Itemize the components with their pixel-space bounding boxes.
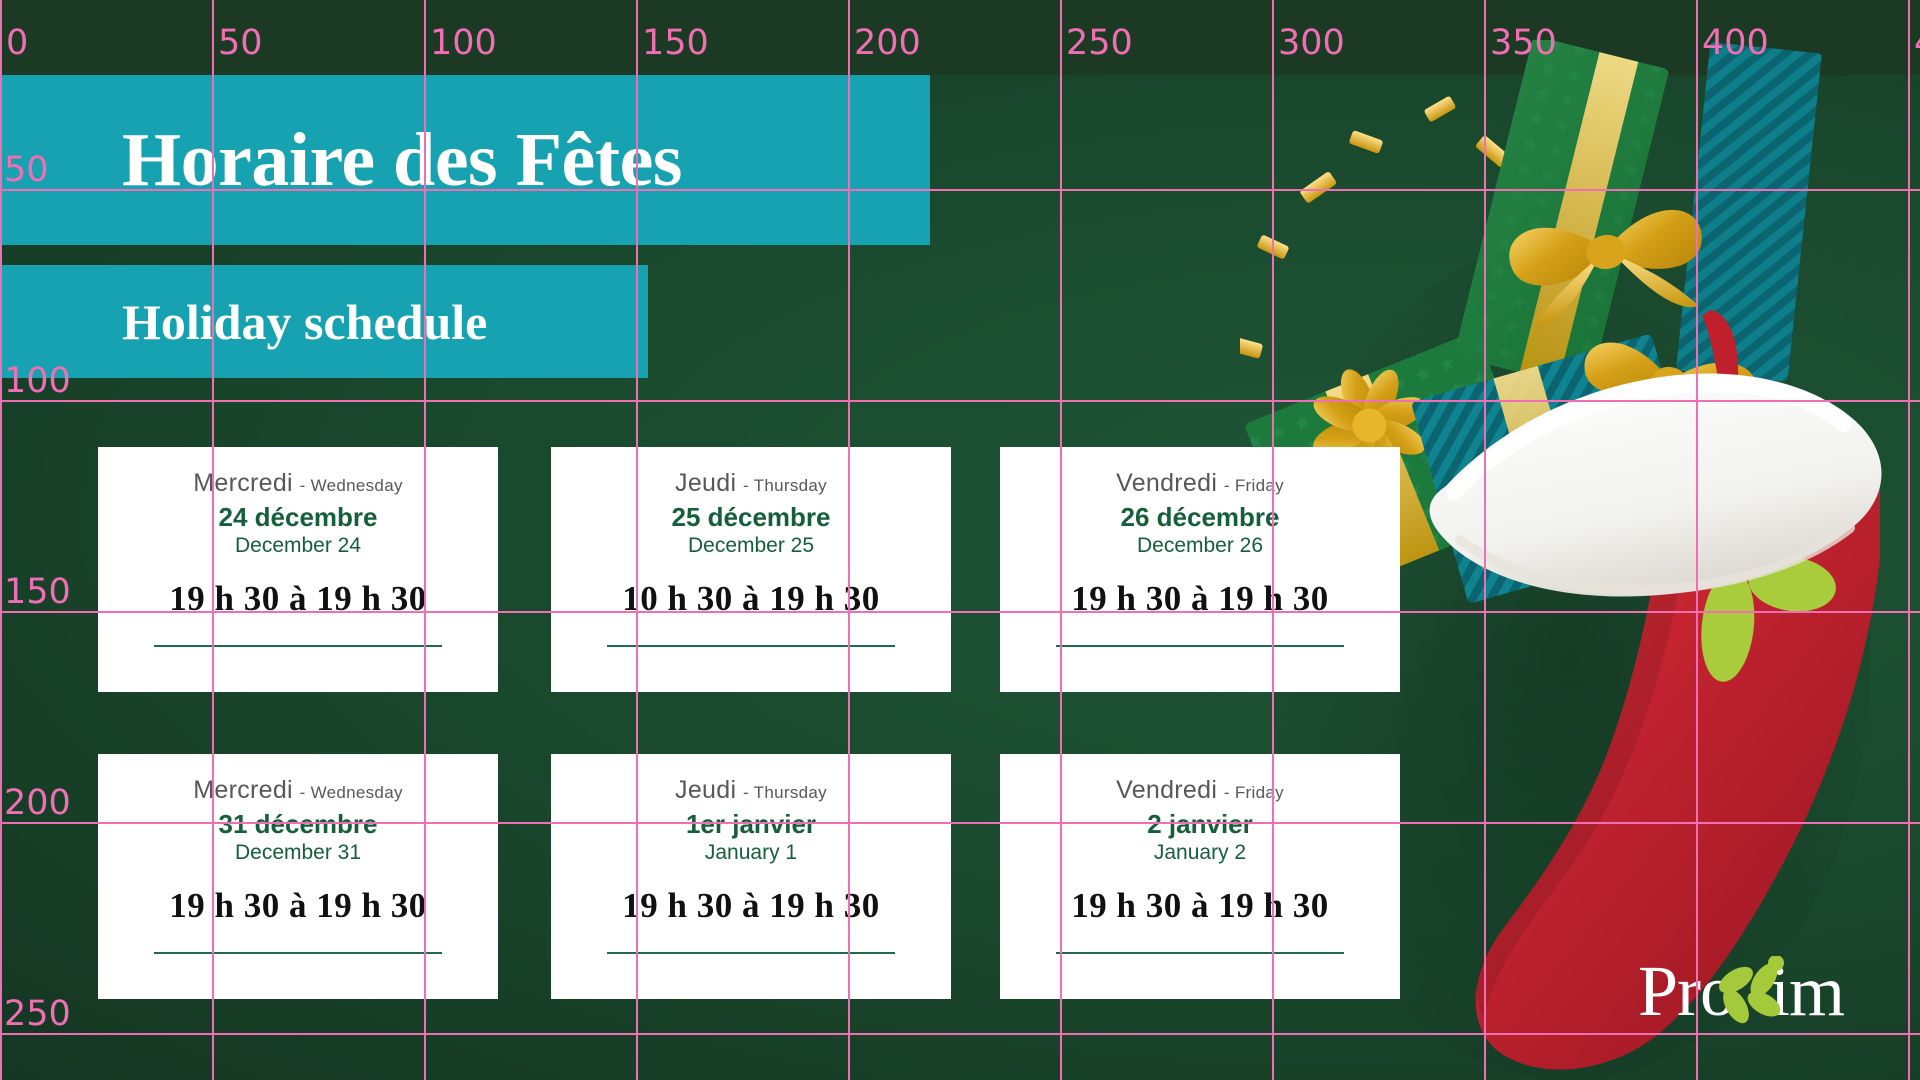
card-day-en: - Wednesday [299,783,403,802]
grid-label-x: 400 [1702,23,1769,63]
grid-label-y: 150 [4,572,71,612]
card-dayline: Vendredi - Friday [1116,776,1284,805]
card-hours: 19 h 30 à 19 h 30 [1071,886,1329,926]
card-day-en: - Wednesday [299,476,403,495]
card-hours: 19 h 30 à 19 h 30 [1071,579,1329,619]
card-divider [607,645,895,648]
page-title-en: Holiday schedule [122,293,488,350]
grid-line-vertical [1696,0,1698,1080]
card-dayline: Jeudi - Thursday [675,469,827,498]
card-date-fr: 24 décembre [218,501,378,532]
card-day-fr: Vendredi [1116,469,1218,497]
grid-label-y: 250 [4,994,71,1034]
card-dayline: Mercredi - Wednesday [193,776,403,805]
grid-line-vertical [1484,0,1486,1080]
card-date-en: January 1 [704,841,798,865]
grid-label-x: 100 [430,23,497,63]
card-dayline: Mercredi - Wednesday [193,469,403,498]
card-day-en: - Thursday [743,476,827,495]
card-date-en: December 25 [687,534,815,558]
grid-line-vertical [424,0,426,1080]
card-dayline: Vendredi - Friday [1116,469,1284,498]
card-date-fr: 31 décembre [218,808,378,839]
card-day-en: - Friday [1223,783,1284,802]
card-divider [154,952,442,955]
grid-label-x: 150 [642,23,709,63]
grid-line-horizontal [0,611,1920,613]
card-date-fr: 25 décembre [671,501,831,532]
grid-label-x: 300 [1278,23,1345,63]
card-divider [1056,645,1344,648]
card-day-fr: Jeudi [675,469,737,497]
card-dayline: Jeudi - Thursday [675,776,827,805]
schedule-card: Mercredi - Wednesday 24 décembre Decembe… [98,447,498,692]
grid-line-horizontal [0,1033,1920,1035]
schedule-card: Mercredi - Wednesday 31 décembre Decembe… [98,754,498,999]
card-date-en: December 24 [234,534,362,558]
card-divider [607,952,895,955]
grid-label-x: 350 [1490,23,1557,63]
card-day-fr: Mercredi [193,469,293,497]
grid-line-vertical [1908,0,1910,1080]
card-date-fr: 1er janvier [685,808,817,839]
title-banner-en: Holiday schedule [0,265,648,378]
card-date-en: December 31 [234,841,362,865]
grid-line-vertical [1272,0,1274,1080]
card-day-fr: Jeudi [675,776,737,804]
page-title-fr: Horaire des Fêtes [122,117,682,202]
schedule-card: Jeudi - Thursday 25 décembre December 25… [551,447,951,692]
grid-label-y: 200 [4,783,71,823]
grid-label-x: 250 [1066,23,1133,63]
card-day-en: - Friday [1223,476,1284,495]
grid-label-y: 50 [4,150,49,190]
schedule-card: Jeudi - Thursday 1er janvier January 1 1… [551,754,951,999]
grid-line-vertical [0,0,2,1080]
card-hours: 10 h 30 à 19 h 30 [622,579,880,619]
grid-label-x: 200 [854,23,921,63]
proxim-butterfly-icon [1719,956,1784,1024]
grid-line-vertical [636,0,638,1080]
card-date-fr: 2 janvier [1147,808,1253,839]
proxim-logo: Proxim [1638,952,1868,1030]
grid-label-x: 45 [1914,26,1920,61]
card-day-fr: Mercredi [193,776,293,804]
grid-label-x: 50 [218,23,263,63]
card-date-fr: 26 décembre [1120,501,1280,532]
card-day-en: - Thursday [743,783,827,802]
grid-label-x: 0 [6,23,29,63]
grid-line-vertical [848,0,850,1080]
card-date-en: January 2 [1153,841,1247,865]
card-hours: 19 h 30 à 19 h 30 [169,579,427,619]
grid-line-horizontal [0,822,1920,824]
grid-line-horizontal [0,189,1920,191]
grid-line-vertical [1060,0,1062,1080]
card-hours: 19 h 30 à 19 h 30 [169,886,427,926]
card-day-fr: Vendredi [1116,776,1218,804]
title-banner-fr: Horaire des Fêtes [0,75,930,245]
card-date-en: December 26 [1136,534,1264,558]
card-divider [154,645,442,648]
card-hours: 19 h 30 à 19 h 30 [622,886,880,926]
grid-label-y: 100 [4,361,71,401]
card-divider [1056,952,1344,955]
grid-line-horizontal [0,400,1920,402]
grid-line-vertical [212,0,214,1080]
proxim-logo-pro: Pro [1638,951,1736,1031]
